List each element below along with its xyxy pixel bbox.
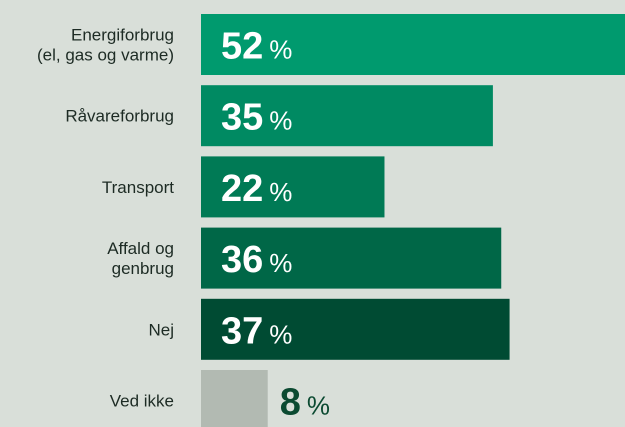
bar bbox=[201, 370, 268, 427]
category-line: Råvareforbrug bbox=[65, 107, 174, 126]
value-number: 52 bbox=[221, 26, 263, 68]
value-label: 35% bbox=[221, 97, 292, 139]
bar bbox=[201, 156, 385, 218]
bar bbox=[201, 227, 502, 289]
value-unit: % bbox=[269, 35, 292, 65]
value-unit: % bbox=[269, 177, 292, 207]
value-unit: % bbox=[269, 106, 292, 136]
value-label: 37% bbox=[221, 310, 292, 352]
value-label: 22% bbox=[221, 168, 292, 210]
category-line: Affald og bbox=[107, 239, 174, 258]
category-label: Affald og genbrug bbox=[107, 239, 174, 278]
category-label: Energiforbrug (el, gas og varme) bbox=[37, 26, 174, 65]
category-label: Nej bbox=[148, 320, 174, 339]
value-number: 22 bbox=[221, 168, 263, 210]
value-label: 8% bbox=[280, 382, 330, 424]
value-number: 35 bbox=[221, 97, 263, 139]
value-unit: % bbox=[269, 248, 292, 278]
category-label: Ved ikke bbox=[110, 392, 174, 411]
bar bbox=[201, 85, 493, 147]
value-label: 52% bbox=[221, 26, 292, 68]
value-unit: % bbox=[307, 391, 330, 421]
category-line: (el, gas og varme) bbox=[37, 46, 174, 65]
category-line: Transport bbox=[102, 178, 174, 197]
category-line: Ved ikke bbox=[110, 392, 174, 411]
category-label: Transport bbox=[102, 178, 174, 197]
value-number: 36 bbox=[221, 239, 263, 281]
value-number: 8 bbox=[280, 382, 301, 424]
bar bbox=[201, 14, 625, 75]
bar bbox=[201, 298, 510, 360]
category-label: Råvareforbrug bbox=[65, 107, 174, 126]
value-label: 36% bbox=[221, 239, 292, 281]
category-line: Energiforbrug bbox=[71, 26, 174, 45]
value-number: 37 bbox=[221, 310, 263, 352]
category-line: genbrug bbox=[112, 259, 174, 278]
category-line: Nej bbox=[148, 320, 174, 339]
value-unit: % bbox=[269, 319, 292, 349]
